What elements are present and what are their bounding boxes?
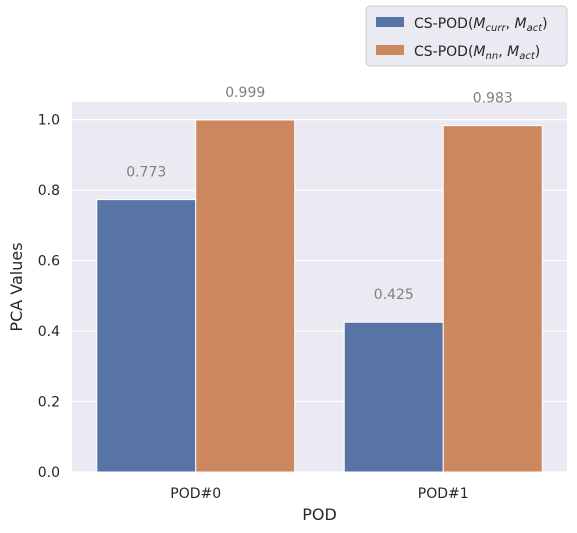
legend-label-0: CS-POD(Mcurr, Mact) (414, 16, 548, 34)
legend-swatch-1 (376, 45, 404, 55)
bar-0-1 (195, 119, 296, 473)
data-label-0-1: 0.999 (225, 85, 265, 101)
x-axis-label: POD (302, 505, 337, 524)
bars-group (96, 119, 543, 473)
data-label-1-1: 0.983 (473, 91, 513, 107)
data-labels: 0.773 0.999 0.425 0.983 (126, 85, 513, 303)
legend-swatch-0 (376, 17, 404, 27)
legend-label-1: CS-POD(Mnn, Mact) (414, 44, 540, 62)
y-tick-label-4: 0.8 (38, 183, 60, 199)
bar-1-0 (343, 321, 444, 473)
data-label-1-0: 0.425 (374, 287, 414, 303)
bar-0-0 (96, 199, 197, 473)
legend: CS-POD(Mcurr, Mact) CS-POD(Mnn, Mact) (365, 5, 568, 67)
y-tick-label-5: 1.0 (38, 113, 60, 129)
y-axis-label: PCA Values (7, 242, 26, 331)
y-tick-label-2: 0.4 (38, 324, 60, 340)
y-ticks: 0.0 0.2 0.4 0.6 0.8 1.0 (38, 113, 60, 481)
y-tick-label-3: 0.6 (38, 254, 60, 270)
y-tick-label-1: 0.2 (38, 395, 60, 411)
y-tick-label-0: 0.0 (38, 465, 60, 481)
legend-box (365, 5, 568, 67)
x-ticks: POD#0 POD#1 (170, 486, 468, 502)
bar-1-1 (442, 125, 543, 473)
x-tick-label-1: POD#1 (418, 486, 469, 502)
x-tick-label-0: POD#0 (170, 486, 221, 502)
data-label-0-0: 0.773 (126, 165, 166, 181)
